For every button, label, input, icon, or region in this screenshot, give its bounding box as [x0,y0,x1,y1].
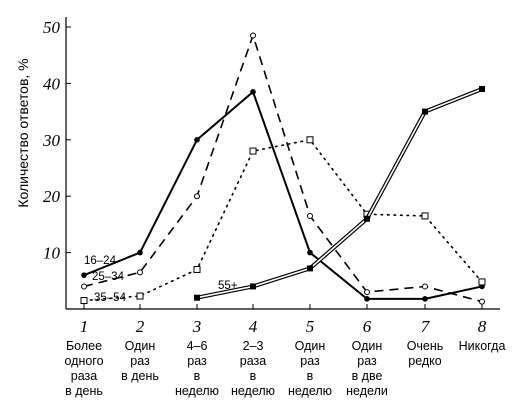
series-label: 16–24 [84,255,117,267]
series-solid: 16–24 [81,89,485,302]
series-label: 55+ [218,280,238,292]
data-point [194,193,200,200]
x-category-label: одного [64,354,103,368]
y-tick-label: 40 [43,74,61,93]
y-axis-label: Количество ответов, % [15,58,31,207]
series-line [83,139,483,302]
data-point [249,147,257,155]
y-tick-label: 30 [42,131,61,150]
data-point [479,86,485,93]
data-point [193,266,201,274]
x-category-number: 5 [306,317,315,336]
x-category-number: 1 [80,317,89,336]
data-point [194,294,200,301]
data-point [478,278,486,286]
x-category-label: раз [357,354,377,368]
x-category-label: в день [65,384,103,398]
x-category-number: 2 [136,317,145,336]
series-line [83,34,483,303]
data-point [194,137,200,143]
x-category-label: Никогда [459,339,506,353]
x-category-label: Один [295,339,326,353]
data-point [307,212,313,219]
data-point [421,212,429,220]
x-category-label: раз [130,354,150,368]
data-point [81,283,87,290]
series-label: 35–54 [94,292,127,304]
x-category-label: неделю [175,384,219,398]
series-line [83,90,483,300]
x-category-number: 3 [192,317,202,336]
data-point [364,215,370,222]
series-line-inner [196,88,483,299]
data-point [422,108,428,115]
data-point [364,289,370,296]
x-category-label: Более [66,339,102,353]
series-layer: 16–24 25–34 35–54 55+ [80,32,486,305]
data-point [80,297,88,305]
data-point [137,249,143,256]
y-tick-label: 50 [43,18,61,37]
data-point [250,32,256,39]
data-point [136,292,144,300]
x-category-label: 2–3 [243,339,264,353]
data-point [306,136,314,144]
x-category-number: 6 [363,317,372,336]
data-point [422,296,428,302]
axes [65,17,500,310]
x-category-number: 4 [249,317,258,336]
data-point [479,298,485,305]
data-point [137,269,143,276]
y-tick-label: 10 [43,244,61,263]
x-category-number: 8 [478,317,487,336]
x-category-label: в две [352,369,383,383]
x-category-label: 4–6 [187,339,208,353]
x-category-label: Очень [407,339,444,353]
x-category-label: редко [408,354,442,368]
series-dotted: 35–54 [80,136,486,305]
data-point [307,249,313,256]
series-dashed: 25–34 [81,32,485,305]
x-category-label: в [307,369,314,383]
x-category-number: 7 [421,317,431,336]
x-category-label: в [194,369,201,383]
x-category-label: неделю [231,384,275,398]
y-ticks: 10 20 30 40 50 [42,18,71,263]
x-category-label: Один [352,339,383,353]
data-point [307,265,313,272]
series-double: 55+ [194,86,485,301]
data-point [364,296,370,302]
x-category-label: недели [346,384,388,398]
x-category-label: неделю [288,384,332,398]
x-category-label: раз [300,354,320,368]
x-category-label: раза [71,369,97,383]
series-label: 25–34 [92,271,125,283]
x-category-label: в [250,369,257,383]
x-category-label: раз [187,354,207,368]
x-category-label: раза [240,354,266,368]
x-category-label: в день [121,369,159,383]
data-point [250,283,256,290]
x-category-label: Один [125,339,156,353]
data-point [250,89,256,95]
data-point [422,283,428,290]
y-tick-label: 20 [43,187,61,206]
series-line-outer [196,87,483,300]
data-point [81,272,87,278]
